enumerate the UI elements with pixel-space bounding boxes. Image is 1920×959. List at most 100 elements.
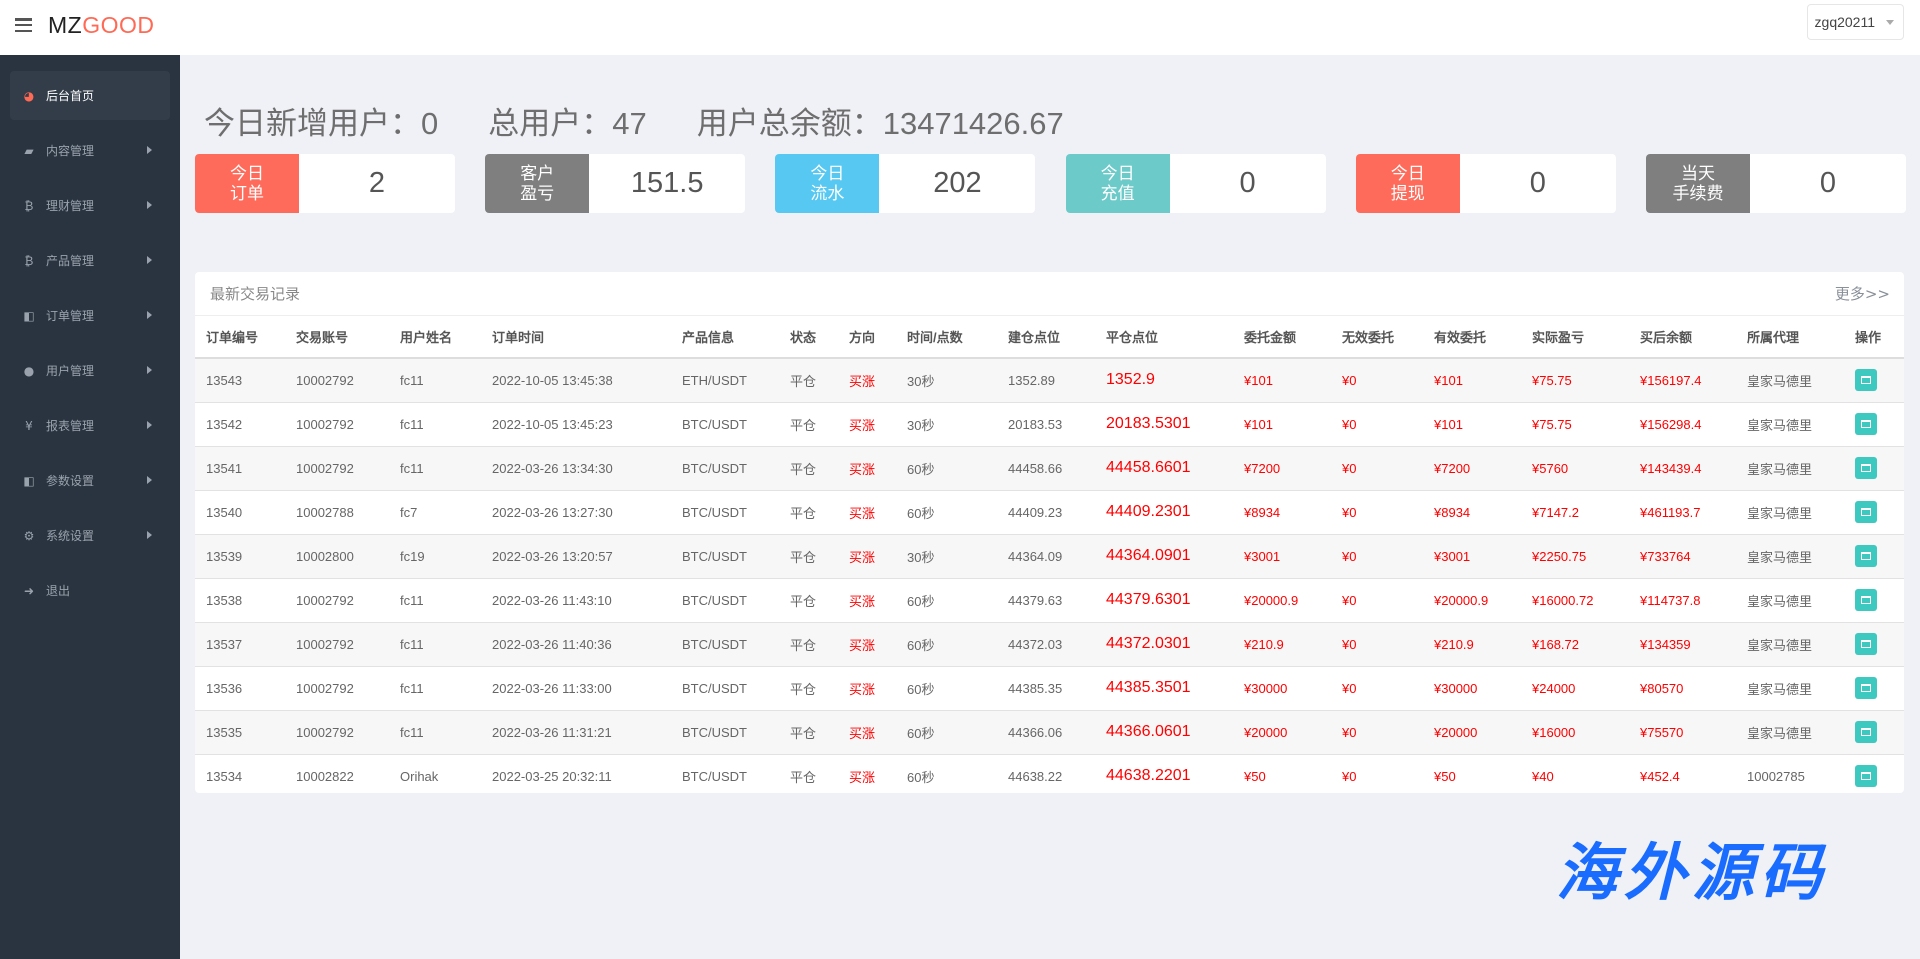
- gears-icon: ⚙: [23, 528, 35, 543]
- cell-1: 10002792: [285, 577, 389, 622]
- cell-11: ¥0: [1331, 533, 1423, 578]
- logo[interactable]: MZGOOD: [48, 12, 155, 38]
- cell-5: 平仓: [779, 533, 838, 578]
- cell-2: fc11: [389, 577, 481, 622]
- table-row: 13542 10002792 fc11 2022-10-05 13:45:23 BTC/…: [195, 401, 1904, 446]
- sidebar-item-7[interactable]: ◧ 参数设置: [10, 456, 170, 505]
- cell-10: ¥30000: [1233, 665, 1331, 710]
- cell-6: 买涨: [838, 357, 896, 402]
- cell-6: 买涨: [838, 445, 896, 490]
- cell-11: ¥0: [1331, 357, 1423, 402]
- cell-14: ¥80570: [1629, 665, 1736, 710]
- cell-9: 44458.6601: [1095, 445, 1233, 490]
- sidebar-item-3[interactable]: ₿ 产品管理: [10, 236, 170, 285]
- cell-8: 44372.03: [997, 621, 1095, 666]
- cell-1: 10002788: [285, 489, 389, 534]
- cell-1: 10002792: [285, 665, 389, 710]
- cell-0: 13543: [195, 357, 285, 402]
- cell-6: 买涨: [838, 401, 896, 446]
- sidebar-item-9[interactable]: ➜ 退出: [10, 566, 170, 615]
- cell-action: [1844, 665, 1904, 710]
- cell-2: fc19: [389, 533, 481, 578]
- cell-7: 60秒: [896, 709, 997, 754]
- cell-2: fc11: [389, 357, 481, 402]
- cell-11: ¥0: [1331, 709, 1423, 754]
- cell-15: 皇家马德里: [1736, 665, 1844, 710]
- cell-3: 2022-10-05 13:45:38: [481, 357, 671, 402]
- cell-1: 10002822: [285, 753, 389, 793]
- cell-11: ¥0: [1331, 445, 1423, 490]
- cell-14: ¥134359: [1629, 621, 1736, 666]
- sidebar-item-label: 系统设置: [46, 529, 95, 543]
- cell-9: 44364.0901: [1095, 533, 1233, 578]
- cell-0: 13540: [195, 489, 285, 534]
- view-detail-button[interactable]: [1855, 765, 1877, 788]
- cell-3: 2022-10-05 13:45:23: [481, 401, 671, 446]
- cell-15: 皇家马德里: [1736, 577, 1844, 622]
- cell-8: 44638.22: [997, 753, 1095, 793]
- view-detail-button[interactable]: [1855, 545, 1877, 567]
- cell-11: ¥0: [1331, 621, 1423, 666]
- user-dropdown[interactable]: zgq20211: [1806, 4, 1904, 40]
- cell-8: 44379.63: [997, 577, 1095, 622]
- cell-0: 13538: [195, 577, 285, 622]
- sidebar-item-1[interactable]: ▰ 内容管理: [10, 126, 170, 175]
- column-header: 状态: [779, 316, 838, 359]
- view-detail-button[interactable]: [1855, 413, 1877, 435]
- cell-4: BTC/USDT: [671, 709, 779, 754]
- sidebar-item-label: 退出: [46, 584, 71, 598]
- menu-toggle-icon[interactable]: [15, 18, 32, 32]
- column-header: 所属代理: [1736, 316, 1844, 359]
- copy-icon: ◧: [23, 473, 35, 488]
- total-balance-stat: 用户总余额：13471426.67: [696, 106, 1064, 141]
- cell-4: BTC/USDT: [671, 401, 779, 446]
- view-detail-button[interactable]: [1855, 589, 1877, 611]
- stat-card-label: 当天 手续费: [1646, 154, 1750, 213]
- bitcoin-icon: ₿: [24, 198, 34, 213]
- cell-1: 10002800: [285, 533, 389, 578]
- sidebar-item-5[interactable]: ● 用户管理: [10, 346, 170, 395]
- cell-5: 平仓: [779, 401, 838, 446]
- view-detail-button[interactable]: [1855, 721, 1877, 743]
- cell-9: 44638.2201: [1095, 753, 1233, 793]
- cell-7: 60秒: [896, 621, 997, 666]
- cell-15: 皇家马德里: [1736, 489, 1844, 534]
- sidebar-item-2[interactable]: ₿ 理财管理: [10, 181, 170, 230]
- cell-2: fc11: [389, 709, 481, 754]
- cell-12: ¥101: [1423, 401, 1521, 446]
- more-link[interactable]: 更多>>: [1834, 285, 1890, 303]
- view-detail-button[interactable]: [1855, 501, 1877, 523]
- sidebar-item-6[interactable]: ¥ 报表管理: [10, 401, 170, 450]
- view-detail-button[interactable]: [1855, 457, 1877, 479]
- user-icon: ●: [23, 363, 35, 378]
- view-detail-button[interactable]: [1855, 369, 1877, 392]
- view-detail-button[interactable]: [1855, 633, 1877, 655]
- table-row: 13539 10002800 fc19 2022-03-26 13:20:57 BTC/…: [195, 533, 1904, 578]
- cell-4: BTC/USDT: [671, 665, 779, 710]
- cell-7: 30秒: [896, 357, 997, 402]
- cell-9: 44366.0601: [1095, 709, 1233, 754]
- column-header: 委托金额: [1233, 316, 1331, 359]
- sidebar-item-0[interactable]: ◕ 后台首页: [10, 71, 170, 120]
- sidebar-item-4[interactable]: ◧ 订单管理: [10, 291, 170, 340]
- cell-1: 10002792: [285, 709, 389, 754]
- sign-out-icon: ➜: [23, 583, 35, 598]
- cell-6: 买涨: [838, 577, 896, 622]
- sidebar-item-label: 参数设置: [46, 474, 95, 488]
- view-detail-button[interactable]: [1855, 677, 1877, 699]
- cell-10: ¥210.9: [1233, 621, 1331, 666]
- cell-11: ¥0: [1331, 489, 1423, 534]
- cell-5: 平仓: [779, 621, 838, 666]
- cell-5: 平仓: [779, 489, 838, 534]
- latest-trades-panel: 最新交易记录 更多>> 订单编号 交易账号 用户姓名 订单时间 产品信息 状态 方向 时间/点…: [195, 272, 1904, 793]
- sidebar-item-label: 订单管理: [46, 309, 95, 323]
- chevron-right-icon: [147, 311, 156, 319]
- cell-3: 2022-03-26 11:43:10: [481, 577, 671, 622]
- sidebar-item-8[interactable]: ⚙ 系统设置: [10, 511, 170, 560]
- cell-12: ¥101: [1423, 357, 1521, 402]
- cell-15: 皇家马德里: [1736, 357, 1844, 402]
- cell-3: 2022-03-26 13:20:57: [481, 533, 671, 578]
- cell-12: ¥30000: [1423, 665, 1521, 710]
- cell-0: 13535: [195, 709, 285, 754]
- cell-7: 60秒: [896, 665, 997, 710]
